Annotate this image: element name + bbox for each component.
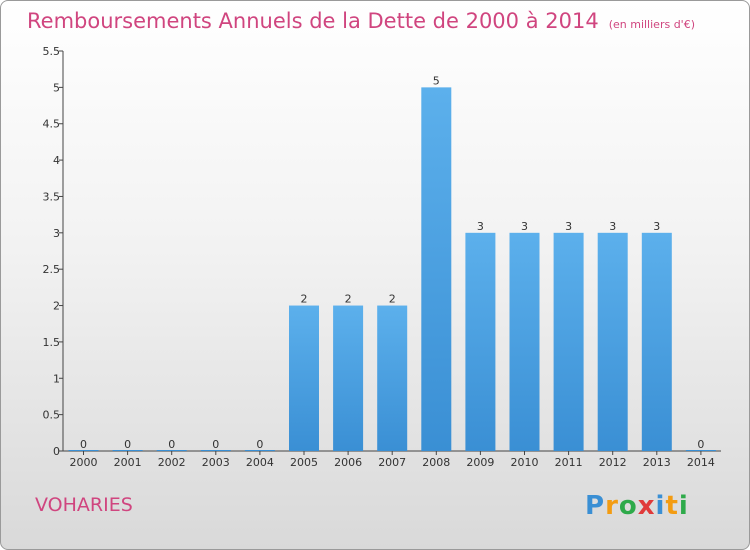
chart-title-block: Remboursements Annuels de la Dette de 20… [27,9,695,33]
x-tick-label: 2011 [555,456,583,469]
bar-value-label: 3 [477,220,484,233]
logo-letter: t [665,491,679,521]
y-tick-label: 3.5 [43,190,61,203]
bar-value-label: 2 [301,293,308,306]
bar [289,305,319,451]
chart-title: Remboursements Annuels de la Dette de 20… [27,9,599,33]
y-tick-label: 1.5 [43,336,61,349]
logo-letter: i [655,491,666,521]
bar-value-label: 2 [345,293,352,306]
bar-value-label: 0 [212,438,219,451]
bar [509,232,540,451]
y-tick-label: 0.5 [43,409,61,422]
bar [156,450,187,451]
bar-value-label: 3 [565,220,572,233]
bar [244,450,275,451]
y-tick-label: 4.5 [43,118,61,131]
bar-value-label: 0 [256,438,263,451]
y-tick-label: 4 [53,154,60,167]
x-tick-label: 2008 [422,456,450,469]
y-tick-label: 2.5 [43,263,61,276]
bar-value-label: 0 [168,438,175,451]
bar [641,232,672,451]
x-tick-label: 2003 [202,456,230,469]
bar [465,232,496,451]
y-tick-label: 1 [53,372,60,385]
x-tick-label: 2013 [643,456,671,469]
y-tick-label: 2 [53,300,60,313]
bar [333,305,364,451]
bar-value-label: 0 [124,438,131,451]
x-tick-label: 2014 [687,456,715,469]
x-tick-label: 2005 [290,456,318,469]
bar [597,232,628,451]
x-tick-label: 2010 [511,456,539,469]
x-tick-label: 2012 [599,456,627,469]
logo-letter: P [585,491,606,521]
y-tick-label: 3 [53,227,60,240]
x-tick-label: 2006 [334,456,362,469]
x-tick-label: 2001 [114,456,142,469]
proxiti-logo[interactable]: Proxiti [585,491,689,521]
location-name: VOHARIES [35,494,133,516]
x-tick-label: 2007 [378,456,406,469]
y-tick-label: 0 [53,445,60,458]
bar-value-label: 2 [389,293,396,306]
bar [68,450,99,451]
bar-value-label: 3 [609,220,616,233]
bar-value-label: 3 [653,220,660,233]
x-tick-label: 2004 [246,456,274,469]
x-tick-label: 2009 [466,456,494,469]
bar-value-label: 5 [433,74,440,87]
bar-value-label: 0 [697,438,704,451]
bar-value-label: 0 [80,438,87,451]
logo-letter: o [618,491,638,521]
x-tick-label: 2002 [158,456,186,469]
y-tick-label: 5.5 [43,45,61,58]
bar [553,232,584,451]
bar [200,450,231,451]
logo-letter: x [637,491,656,521]
bar [112,450,143,451]
logo-letter: i [678,491,689,521]
bar [421,87,452,451]
chart-unit: (en milliers d'€) [608,18,695,31]
y-tick-label: 5 [53,81,60,94]
bar-value-label: 3 [521,220,528,233]
bar [685,450,716,451]
bar [377,305,408,451]
x-tick-label: 2000 [70,456,98,469]
logo-letter: r [605,491,619,521]
